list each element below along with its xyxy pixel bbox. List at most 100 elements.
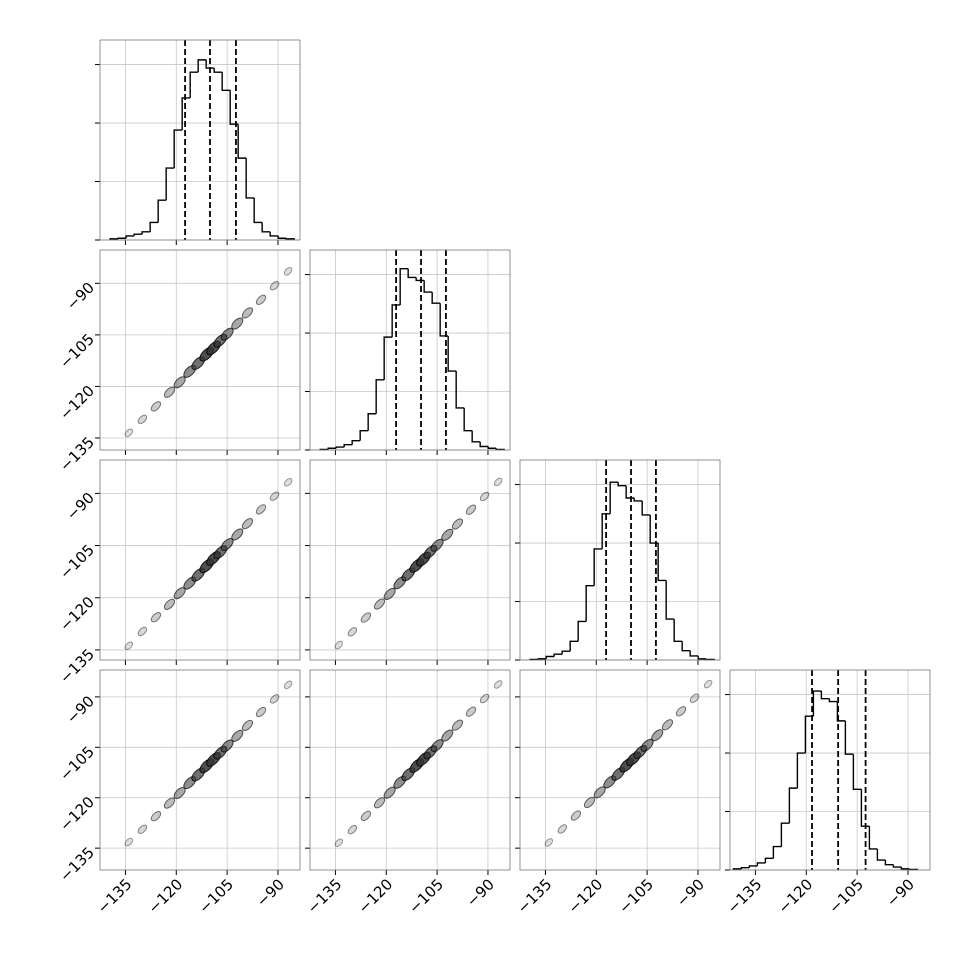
y-tick-label: −105 bbox=[56, 743, 98, 785]
panel-frame bbox=[519, 459, 721, 661]
y-tick-label: −105 bbox=[56, 541, 98, 583]
x-tick-label: −120 bbox=[354, 875, 396, 917]
scatter-point bbox=[583, 796, 596, 809]
x-tick-label: −120 bbox=[144, 875, 186, 917]
histogram-step bbox=[756, 862, 766, 866]
scatter-point bbox=[163, 598, 176, 610]
histogram-step bbox=[649, 514, 659, 544]
panel-frame bbox=[309, 459, 511, 661]
histogram-step bbox=[327, 447, 337, 450]
scatter-point bbox=[373, 797, 386, 809]
histogram-step bbox=[820, 691, 830, 700]
histogram-step bbox=[479, 441, 489, 448]
panel bbox=[95, 39, 301, 245]
y-tick-label: −120 bbox=[56, 382, 98, 424]
scatter-point bbox=[255, 504, 267, 515]
scatter-point bbox=[493, 680, 503, 689]
histogram-step bbox=[593, 548, 603, 586]
histogram-step bbox=[828, 698, 838, 703]
scatter-point bbox=[137, 626, 148, 637]
panel-frame bbox=[99, 249, 301, 451]
histogram-step bbox=[657, 543, 667, 582]
scatter-point bbox=[451, 719, 464, 731]
scatter-point bbox=[441, 528, 454, 541]
histogram-step bbox=[277, 235, 287, 239]
scatter-point bbox=[124, 428, 134, 438]
histogram-step bbox=[641, 500, 651, 516]
y-tick-label: −90 bbox=[63, 279, 98, 314]
scatter-point bbox=[163, 386, 176, 398]
scatter-point bbox=[173, 376, 186, 389]
scatter-point bbox=[441, 729, 454, 742]
scatter-point bbox=[334, 838, 344, 848]
scatter-point bbox=[269, 491, 280, 501]
scatter-point bbox=[231, 317, 244, 330]
histogram-step bbox=[407, 268, 417, 279]
x-tick-label: −105 bbox=[195, 875, 237, 917]
x-tick-label: −135 bbox=[304, 875, 346, 917]
panel: −135 −120 −105 −90−135−120−105−90 bbox=[56, 669, 301, 917]
histogram-step bbox=[117, 237, 127, 239]
scatter-point bbox=[334, 640, 344, 650]
histogram-step bbox=[471, 430, 481, 443]
panel bbox=[305, 249, 511, 455]
histogram-step bbox=[764, 857, 774, 863]
histogram-step bbox=[335, 446, 345, 449]
scatter-point bbox=[150, 811, 162, 822]
y-tick-label: −90 bbox=[63, 489, 98, 524]
scatter-point bbox=[163, 797, 176, 809]
histogram-step bbox=[569, 640, 579, 652]
x-tick-label: −90 bbox=[253, 875, 288, 910]
scatter-point bbox=[661, 719, 674, 731]
histogram-step bbox=[447, 335, 457, 372]
y-tick-label: −105 bbox=[56, 330, 98, 372]
histogram-step bbox=[463, 407, 473, 432]
histogram-step bbox=[391, 304, 401, 338]
scatter-point bbox=[570, 810, 582, 821]
histogram-step bbox=[860, 789, 870, 827]
y-tick-label: −120 bbox=[56, 793, 98, 835]
histogram-step bbox=[157, 199, 167, 223]
histogram-step bbox=[141, 231, 151, 235]
scatter-point bbox=[360, 810, 372, 822]
scatter-point bbox=[651, 729, 664, 742]
histogram-step bbox=[221, 72, 231, 91]
histogram-step bbox=[375, 379, 385, 414]
scatter-point bbox=[347, 627, 358, 637]
histogram-step bbox=[884, 860, 894, 866]
panel bbox=[305, 459, 511, 665]
x-tick-label: −90 bbox=[883, 875, 918, 910]
scatter-point bbox=[493, 477, 503, 487]
histogram-step bbox=[351, 439, 361, 445]
y-tick-label: −120 bbox=[56, 593, 98, 635]
histogram-step bbox=[812, 690, 822, 717]
histogram-step bbox=[149, 221, 159, 232]
x-tick-label: −105 bbox=[825, 875, 867, 917]
panel: −135−120−105−90 bbox=[724, 669, 931, 917]
histogram-step bbox=[772, 845, 782, 859]
scatter-point bbox=[124, 837, 134, 847]
histogram-step bbox=[601, 513, 611, 549]
panel-frame bbox=[309, 249, 511, 451]
histogram-step bbox=[197, 59, 207, 73]
scatter-point bbox=[360, 612, 372, 623]
histogram-step bbox=[617, 482, 627, 487]
histogram-step bbox=[780, 822, 790, 847]
x-tick-label: −135 bbox=[724, 875, 766, 917]
histogram-step bbox=[229, 90, 239, 125]
x-tick-label: −90 bbox=[673, 875, 708, 910]
panel-frame bbox=[99, 459, 301, 661]
histogram-step bbox=[173, 129, 183, 169]
histogram-step bbox=[205, 59, 215, 69]
x-tick-label: −105 bbox=[615, 875, 657, 917]
panel-frame bbox=[99, 39, 301, 241]
scatter-point bbox=[269, 694, 280, 704]
y-tick-label: −90 bbox=[63, 692, 98, 727]
panel: −135−120−105−90 bbox=[56, 459, 301, 687]
panel-frame bbox=[309, 669, 511, 871]
histogram-step bbox=[423, 280, 433, 293]
scatter-point bbox=[150, 612, 162, 623]
histogram-step bbox=[383, 336, 393, 380]
histogram-step bbox=[577, 620, 587, 642]
scatter-point bbox=[137, 824, 148, 835]
